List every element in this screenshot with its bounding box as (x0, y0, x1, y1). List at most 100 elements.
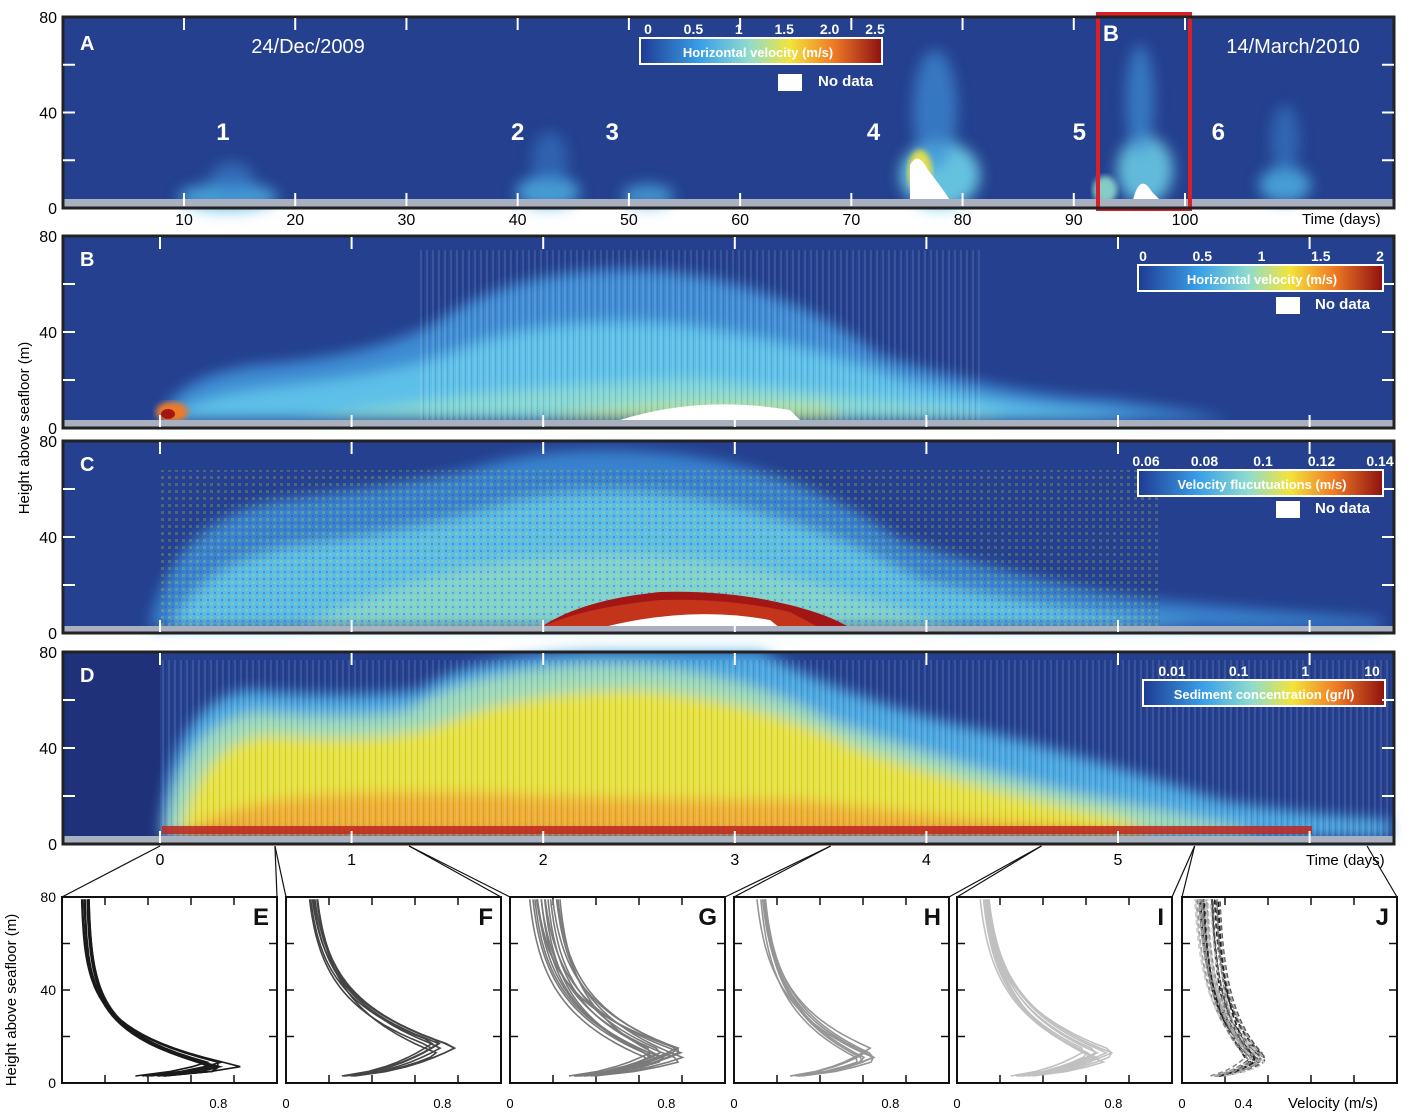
panel-c-colorbar-tick-label: 0.12 (1308, 453, 1335, 469)
panel-a-no-data-swatch (778, 74, 802, 91)
profile-i-x-tick-label: 0 (953, 1096, 960, 1111)
panel-a-x-tick-label: 20 (286, 212, 304, 229)
panel-a-highlight-label: B (1103, 21, 1119, 46)
panel-c-colorbar-tick-label: 0.06 (1132, 453, 1159, 469)
panel-d-x-tick-label: 0 (156, 852, 165, 869)
panel-d: D Sediment concentration (gr/l) 0.01 0.1 1… (61, 650, 1396, 869)
panel-a-x-tick-label: 80 (954, 212, 972, 229)
connector-left (1181, 845, 1196, 898)
profile-j-curve (1212, 899, 1253, 1077)
panel-d-colorbar-label: Sediment concentration (gr/l) (1174, 687, 1355, 702)
panel-a-colorbar-tick-label: 0 (644, 21, 652, 37)
connector-left (408, 845, 511, 898)
profile-f-curve (314, 899, 457, 1077)
connector-right (948, 845, 1042, 898)
profile-y-tick-label: 80 (40, 889, 56, 905)
profile-j-curve (1198, 899, 1261, 1077)
panel-b-colorbar-bar (1137, 264, 1384, 292)
profile-f-curve (309, 899, 434, 1077)
profile-g-curve (547, 899, 652, 1077)
profile-j-x-tick-label: 0.4 (1234, 1096, 1252, 1111)
panel-b-colorbar-tick-label: 0 (1139, 248, 1147, 264)
panel-b-y-tick-label: 0 (48, 421, 57, 438)
profile-g-x-tick-label: 0 (506, 1096, 513, 1111)
panel-a-colorbar-tick-label: 0.5 (684, 21, 704, 37)
panel-a-colorbar-bar (639, 37, 883, 65)
panel-a-event-label: 3 (606, 119, 619, 146)
panel-c-y-tick-label: 40 (39, 530, 57, 547)
profile-j-curve (1211, 899, 1250, 1077)
profile-g-curve (528, 899, 647, 1077)
panel-d-letter: D (80, 665, 94, 687)
profile-j-curve (1217, 899, 1256, 1077)
profile-j-curve (1219, 899, 1266, 1077)
panel-a-event-label: 2 (511, 119, 524, 146)
panel-a-x-tick-label: 10 (175, 212, 193, 229)
profile-f-curve (312, 899, 441, 1077)
profile-y-tick-label: 0 (48, 1075, 56, 1091)
connector-right (724, 845, 831, 898)
panel-b-no-data-label: No data (1315, 296, 1371, 313)
panel-b-no-data-swatch (1276, 297, 1300, 314)
profile-g-letter: G (698, 904, 717, 931)
profile-j-curve (1209, 899, 1264, 1077)
connector-right (1366, 845, 1398, 898)
profile-j-curve (1205, 899, 1252, 1077)
profile-g-curve (559, 899, 665, 1077)
panel-b-colorbar-label: Horizontal velocity (m/s) (1187, 272, 1337, 287)
panel-d-colorbar: Sediment concentration (gr/l) 0.01 0.1 1 10 (1142, 663, 1386, 707)
panel-a-x-tick-label: 70 (842, 212, 860, 229)
profile-h-curve (763, 899, 872, 1077)
panel-a-event-label: 6 (1212, 119, 1225, 146)
profile-j-curve (1216, 899, 1264, 1077)
panel-b-head-peak (161, 409, 175, 419)
profile-g-curve (534, 899, 651, 1077)
panel-d-colorbar-bar (1142, 679, 1386, 707)
panel-a-colorbar-label: Horizontal velocity (m/s) (683, 45, 833, 60)
panel-a-colorbar: Horizontal velocity (m/s) 0 0.5 1 1.5 2.0 2.5… (639, 21, 885, 91)
profile-f-curve (316, 899, 442, 1077)
panel-b: B Horizontal velocity (m/s) 0 0.5 1 1.5 2 No… (61, 234, 1396, 430)
profile-j-curve (1203, 899, 1252, 1077)
profile-f-letter: F (478, 904, 493, 931)
profile-panels: E 0 40 80 F G H I J 0.8 0 0.8 0 0.8 0 0.8 0 0.8 0 0.4 (40, 889, 1398, 1111)
y-axis-label: Height above seafloor (m) (16, 342, 33, 515)
panel-a: A B 24/Dec/2009 14/March/2010 1 2 3 4 5 6 Hor… (61, 12, 1396, 228)
panel-b-streaks (420, 250, 980, 425)
panel-a-event-label: 5 (1073, 119, 1086, 146)
panel-d-y-tick-label: 0 (48, 837, 57, 854)
panel-d-x-tick-label: 2 (539, 852, 548, 869)
panel-b-y-tick-label: 80 (39, 229, 57, 246)
profile-j-x-tick-label: 0 (1178, 1096, 1185, 1111)
panel-b-colorbar-tick-label: 1 (1258, 248, 1266, 264)
panel-d-x-tick-label: 1 (347, 852, 356, 869)
panel-a-x-tick-label: 40 (509, 212, 527, 229)
panel-a-x-tick-label: 90 (1065, 212, 1083, 229)
panel-c-colorbar-tick-label: 0.14 (1366, 453, 1393, 469)
panel-c-no-data-label: No data (1315, 500, 1371, 517)
panel-d-colorbar-tick-label: 0.01 (1158, 663, 1185, 679)
panel-d-x-tick-label: 3 (730, 852, 739, 869)
profile-i-curve (988, 899, 1113, 1077)
panel-a-y-tick-label: 80 (39, 10, 57, 27)
panel-c-colorbar-tick-label: 0.1 (1253, 453, 1273, 469)
panel-d-bottom-gap (63, 836, 1394, 844)
panel-a-event-4-no-data (910, 158, 950, 200)
profile-i-letter: I (1157, 904, 1164, 931)
profile-h-x-tick-label: 0 (730, 1096, 737, 1111)
panel-b-no-data (620, 404, 800, 420)
connector-right (1171, 845, 1196, 898)
panel-c-colorbar: Velocity flucutuations (m/s) 0.06 0.08 0.1… (1132, 453, 1394, 518)
panel-c-colorbar-bar (1137, 469, 1384, 497)
panel-a-x-tick-label: 50 (620, 212, 638, 229)
panel-d-x-axis-label: Time (days) (1306, 852, 1385, 869)
connector-left (956, 845, 1042, 898)
profile-y-axis-label: Height above seafloor (m) (3, 914, 20, 1087)
panel-b-y-tick-label: 40 (39, 325, 57, 342)
panel-d-x-tick-label: 5 (1114, 852, 1123, 869)
panel-c-colorbar-label: Velocity flucutuations (m/s) (1177, 477, 1346, 492)
profile-h-x-tick-label: 0.8 (881, 1096, 899, 1111)
panel-c: C Velocity flucutuations (m/s) 0.06 0.08 0… (61, 439, 1396, 635)
